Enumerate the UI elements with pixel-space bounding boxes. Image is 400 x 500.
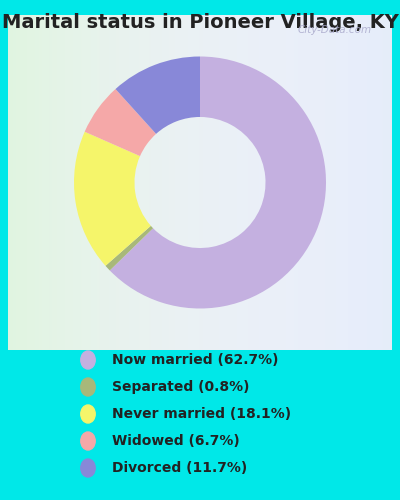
Wedge shape <box>85 89 156 156</box>
Text: Marital status in Pioneer Village, KY: Marital status in Pioneer Village, KY <box>2 12 398 32</box>
Text: Widowed (6.7%): Widowed (6.7%) <box>112 434 240 448</box>
Text: Divorced (11.7%): Divorced (11.7%) <box>112 461 247 475</box>
Wedge shape <box>74 132 151 266</box>
Wedge shape <box>106 226 153 270</box>
Text: Never married (18.1%): Never married (18.1%) <box>112 407 291 421</box>
Text: Now married (62.7%): Now married (62.7%) <box>112 353 278 367</box>
Text: City-Data.com: City-Data.com <box>298 25 372 35</box>
Wedge shape <box>110 56 326 308</box>
Text: Separated (0.8%): Separated (0.8%) <box>112 380 250 394</box>
Wedge shape <box>116 56 200 134</box>
